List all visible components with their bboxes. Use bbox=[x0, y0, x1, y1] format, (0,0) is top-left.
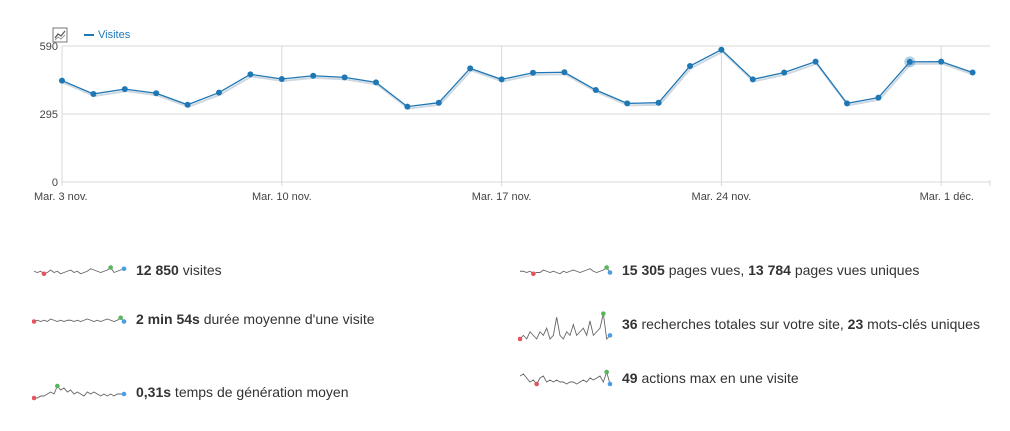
data-point[interactable] bbox=[655, 99, 662, 106]
chart-legend[interactable]: Visites bbox=[84, 29, 130, 41]
sparkline-min-dot bbox=[534, 381, 539, 387]
stat-generation-time: 0,31s temps de génération moyen bbox=[32, 381, 349, 403]
stat-text: 49 actions max en une visite bbox=[622, 370, 799, 386]
data-point[interactable] bbox=[781, 69, 788, 76]
sparkline-min-dot bbox=[32, 395, 37, 401]
data-point[interactable] bbox=[247, 71, 254, 78]
data-point[interactable] bbox=[969, 69, 976, 76]
data-point[interactable] bbox=[530, 69, 536, 76]
sparkline-icon bbox=[520, 265, 613, 277]
sparkline-max-dot bbox=[55, 383, 60, 389]
y-tick-label: 590 bbox=[40, 41, 58, 53]
chart-type-icon[interactable] bbox=[52, 27, 68, 43]
data-point[interactable] bbox=[498, 76, 505, 83]
data-point[interactable] bbox=[341, 74, 348, 81]
data-point[interactable] bbox=[875, 94, 882, 101]
stat-text: 12 850 visites bbox=[136, 262, 222, 278]
data-point[interactable] bbox=[59, 77, 65, 84]
legend-swatch bbox=[84, 34, 94, 36]
stat-searches: 36 recherches totales sur votre site, 23… bbox=[518, 306, 988, 342]
sparkline-icon bbox=[32, 315, 127, 324]
data-point[interactable] bbox=[906, 58, 913, 65]
stat-text: 36 recherches totales sur votre site, 23… bbox=[622, 316, 980, 332]
stat-text: 0,31s temps de génération moyen bbox=[136, 384, 349, 400]
data-point[interactable] bbox=[561, 69, 568, 76]
legend-label: Visites bbox=[98, 29, 131, 41]
data-point[interactable] bbox=[278, 75, 285, 82]
visits-chart: 0 295 590 Mar. 3 nov. Mar. 10 nov. Mar. 17 no… bbox=[34, 41, 991, 203]
data-point[interactable] bbox=[184, 101, 191, 108]
data-point[interactable] bbox=[310, 72, 317, 79]
sparkline-min-dot bbox=[32, 319, 37, 324]
sparkline-path bbox=[519, 370, 611, 385]
data-point[interactable] bbox=[435, 99, 442, 106]
data-point[interactable] bbox=[153, 90, 160, 97]
sparkline-last-dot bbox=[121, 319, 127, 324]
data-point[interactable] bbox=[592, 87, 599, 94]
sparkline-min-dot bbox=[518, 336, 523, 342]
sparkline-last-dot bbox=[121, 266, 127, 272]
x-tick-label: Mar. 24 nov. bbox=[692, 191, 752, 203]
data-point[interactable] bbox=[687, 63, 693, 70]
stat-visits: 12 850 visites bbox=[32, 261, 222, 279]
data-point[interactable] bbox=[404, 103, 411, 110]
data-point[interactable] bbox=[373, 79, 379, 86]
sparkline-icon bbox=[519, 369, 613, 387]
series-line-visites bbox=[61, 48, 973, 108]
data-point[interactable] bbox=[938, 58, 945, 65]
data-point[interactable] bbox=[812, 58, 819, 65]
x-tick-label: Mar. 1 déc. bbox=[920, 191, 974, 203]
data-point[interactable] bbox=[624, 100, 631, 107]
sparkline-last-dot bbox=[607, 381, 613, 387]
stat-text: 2 min 54s durée moyenne d'une visite bbox=[136, 311, 375, 327]
x-tick-label: Mar. 3 nov. bbox=[34, 191, 88, 203]
sparkline-last-dot bbox=[607, 333, 613, 338]
sparkline-icon bbox=[32, 383, 127, 401]
stat-max-actions: 49 actions max en une visite bbox=[518, 367, 799, 389]
sparkline-path bbox=[519, 313, 611, 341]
sparkline-path bbox=[34, 385, 124, 399]
data-point[interactable] bbox=[121, 86, 128, 93]
sparkline-max-dot bbox=[604, 265, 609, 270]
data-point[interactable] bbox=[467, 65, 474, 72]
sparkline-icon bbox=[33, 265, 127, 277]
stat-text: 15 305 pages vues, 13 784 pages vues uni… bbox=[622, 262, 920, 278]
sparkline-max-dot bbox=[601, 311, 606, 316]
stat-pageviews: 15 305 pages vues, 13 784 pages vues uni… bbox=[518, 261, 919, 279]
data-point[interactable] bbox=[718, 46, 725, 53]
data-point[interactable] bbox=[216, 89, 222, 96]
highlight-point bbox=[904, 56, 916, 68]
sparkline-min-dot bbox=[531, 271, 536, 277]
y-tick-label: 295 bbox=[40, 109, 58, 121]
sparkline-last-dot bbox=[121, 391, 127, 397]
sparkline-min-dot bbox=[41, 271, 47, 277]
sparkline-max-dot bbox=[108, 265, 113, 270]
data-point[interactable] bbox=[90, 90, 97, 97]
sparkline-max-dot bbox=[118, 315, 123, 321]
y-tick-label: 0 bbox=[52, 177, 58, 189]
x-tick-label: Mar. 17 nov. bbox=[472, 191, 532, 203]
x-tick-label: Mar. 10 nov. bbox=[252, 191, 312, 203]
sparkline-path bbox=[33, 317, 125, 323]
data-point[interactable] bbox=[844, 100, 850, 107]
data-point[interactable] bbox=[749, 76, 756, 83]
sparkline-max-dot bbox=[604, 369, 609, 375]
stat-duration: 2 min 54s durée moyenne d'une visite bbox=[32, 310, 375, 328]
sparkline-icon bbox=[518, 311, 613, 342]
sparkline-last-dot bbox=[607, 270, 613, 275]
